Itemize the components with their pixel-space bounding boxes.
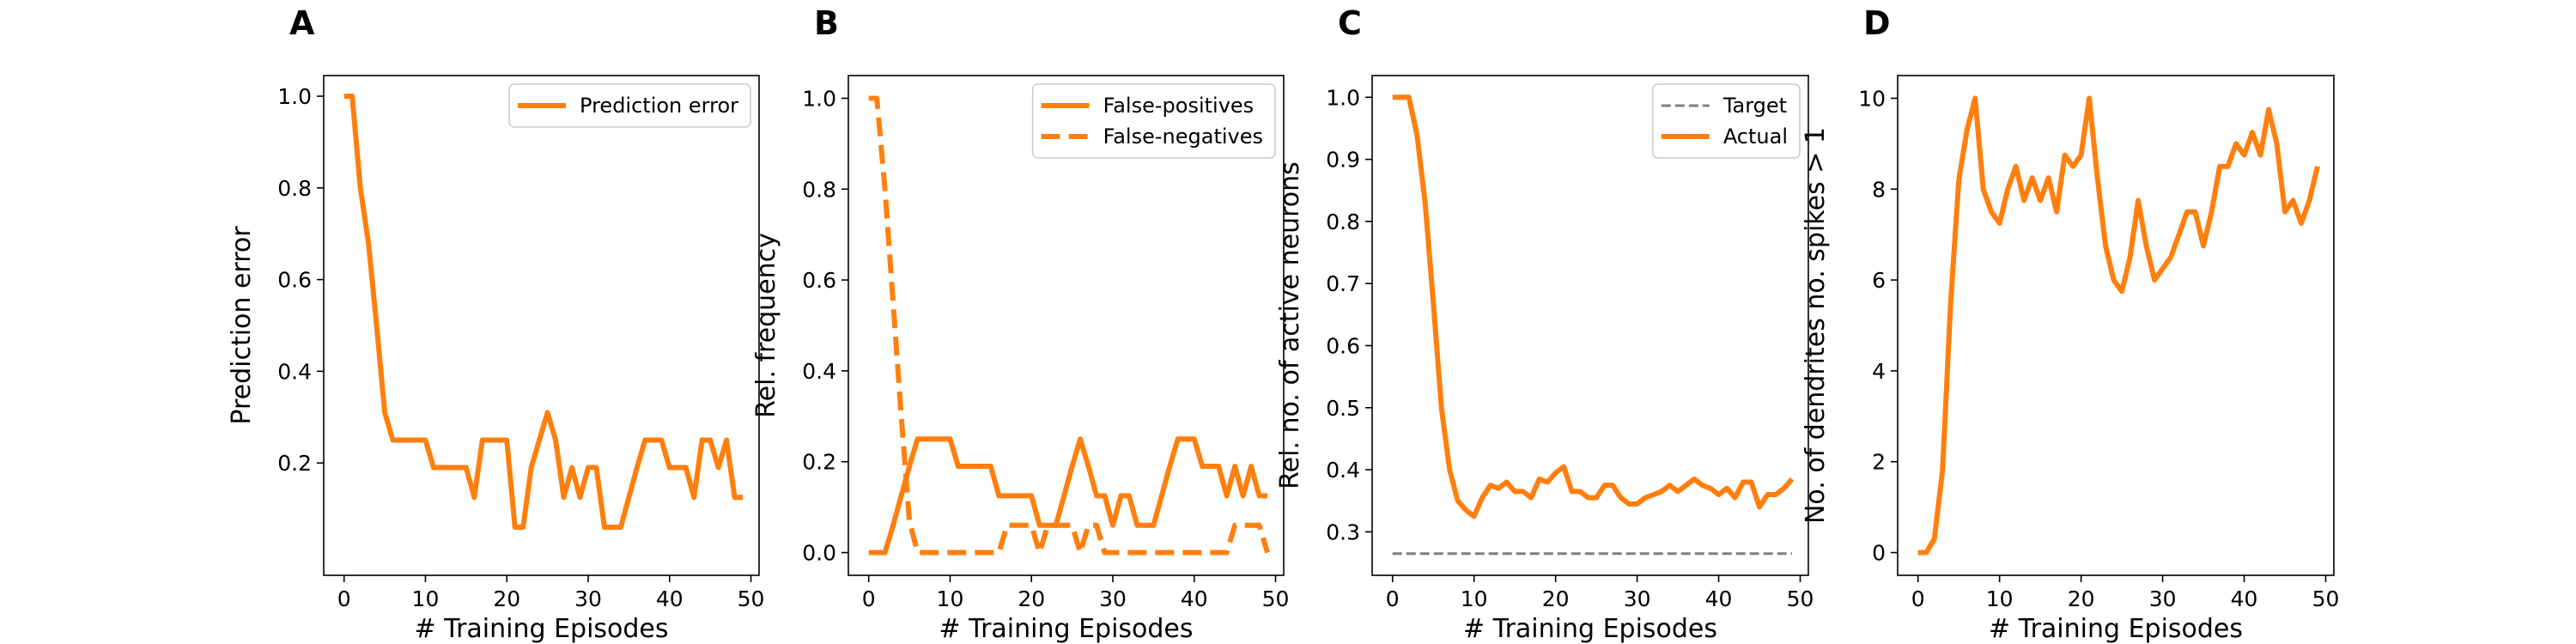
y-tick-label: 8 — [1872, 177, 1886, 202]
x-tick-label: 50 — [738, 586, 765, 611]
y-tick-label: 0.0 — [802, 541, 836, 566]
x-tick-label: 40 — [1705, 586, 1733, 611]
x-tick-label: 40 — [1181, 586, 1208, 611]
panel-c: C 0 10 20 30 40 50 0.3 0.4 0.5 0.6 0.7 0.8 0.9 1.0 # Tr… — [1275, 4, 1814, 644]
y-tick-label: 0 — [1872, 541, 1886, 566]
y-tick-label: 0.6 — [1326, 333, 1360, 358]
y-tick-label: 0.9 — [1326, 148, 1360, 173]
y-tick-label: 0.6 — [802, 268, 836, 293]
x-tick-label: 30 — [2149, 586, 2177, 611]
series-line-false-positives — [868, 436, 1268, 556]
y-tick-label: 0.4 — [277, 359, 312, 384]
legend-label: Prediction error — [580, 94, 738, 118]
x-tick-label: 10 — [412, 586, 440, 611]
axes-frame — [323, 75, 760, 576]
y-axis-label: Rel. frequency — [751, 233, 781, 418]
legend-label: Target — [1722, 94, 1787, 118]
series-line-prediction-error — [343, 94, 744, 530]
panel-letter: B — [814, 4, 839, 42]
legend-label: Actual — [1723, 125, 1788, 149]
panel-letter: A — [289, 4, 315, 42]
panel-letter: D — [1863, 4, 1891, 42]
y-axis-label: Prediction error — [227, 226, 257, 425]
legend-box — [508, 83, 751, 128]
x-axis-label: # Training Episodes — [1463, 614, 1717, 644]
y-tick-label: 2 — [1872, 450, 1886, 475]
x-axis-label: # Training Episodes — [1989, 614, 2243, 644]
x-tick-label: 0 — [1911, 586, 1925, 611]
x-axis-label: # Training Episodes — [414, 614, 668, 644]
legend-label: False-positives — [1103, 94, 1255, 118]
y-tick-label: 0.2 — [802, 450, 836, 475]
x-tick-label: 0 — [337, 586, 351, 611]
y-axis-label: No. of dendrites no. spikes > 1 — [1801, 127, 1831, 524]
x-tick-label: 50 — [1787, 586, 1814, 611]
panel-a: A 0 10 20 30 40 50 0.2 0.4 0.6 0.8 1.0 # Training Ep… — [227, 4, 764, 644]
y-tick-label: 4 — [1872, 359, 1886, 384]
y-tick-label: 0.8 — [1326, 210, 1360, 234]
series-line-false-negatives — [868, 95, 1270, 556]
y-tick-label: 6 — [1872, 268, 1886, 293]
y-tick-label: 1.0 — [802, 86, 836, 111]
x-tick-label: 30 — [1624, 586, 1651, 611]
panel-d: D 0 10 20 30 40 50 0 2 4 6 8 10 # Training Episodes No… — [1801, 4, 2339, 644]
y-tick-label: 10 — [1858, 86, 1886, 111]
x-tick-label: 20 — [1018, 586, 1045, 611]
y-tick-label: 0.7 — [1326, 271, 1360, 296]
y-tick-label: 0.4 — [802, 359, 836, 384]
x-tick-label: 20 — [493, 586, 520, 611]
y-tick-label: 1.0 — [277, 84, 312, 109]
x-tick-label: 0 — [862, 586, 876, 611]
x-tick-label: 30 — [1099, 586, 1127, 611]
y-tick-label: 0.8 — [277, 176, 312, 201]
axes-frame — [1371, 75, 1809, 576]
x-tick-label: 50 — [1262, 586, 1290, 611]
x-tick-label: 30 — [574, 586, 602, 611]
x-tick-label: 0 — [1386, 586, 1400, 611]
legend-box — [1031, 83, 1276, 159]
y-tick-label: 1.0 — [1326, 85, 1360, 110]
y-axis-label: Rel. no. of active neurons — [1275, 161, 1305, 489]
series-line-main — [1917, 95, 2320, 556]
x-tick-label: 10 — [937, 586, 964, 611]
series-line-actual — [1392, 94, 1795, 519]
panel-b: B 0 10 20 30 40 50 0.0 0.2 0.4 0.6 0.8 1.0 # Training… — [751, 4, 1289, 644]
y-tick-label: 0.3 — [1326, 519, 1360, 544]
x-tick-label: 40 — [2231, 586, 2258, 611]
legend-label: False-negatives — [1103, 125, 1263, 149]
x-axis-label: # Training Episodes — [939, 614, 1193, 644]
legend: Prediction error — [508, 83, 751, 128]
y-tick-label: 0.4 — [1326, 458, 1360, 483]
x-tick-label: 10 — [1461, 586, 1488, 611]
x-tick-label: 20 — [2068, 586, 2095, 611]
axes-frame — [848, 75, 1285, 576]
x-tick-label: 40 — [656, 586, 683, 611]
y-tick-label: 0.8 — [802, 177, 836, 202]
y-tick-label: 0.5 — [1326, 396, 1360, 421]
legend: Target Actual — [1652, 83, 1801, 159]
axes-frame — [1897, 75, 2335, 576]
panel-letter: C — [1338, 4, 1362, 42]
x-tick-label: 10 — [1986, 586, 2014, 611]
y-tick-label: 0.2 — [277, 451, 312, 476]
y-tick-label: 0.6 — [277, 268, 312, 293]
x-tick-label: 50 — [2312, 586, 2340, 611]
legend-box — [1652, 83, 1801, 159]
legend: False-positives False-negatives — [1031, 83, 1276, 159]
x-tick-label: 20 — [1542, 586, 1570, 611]
